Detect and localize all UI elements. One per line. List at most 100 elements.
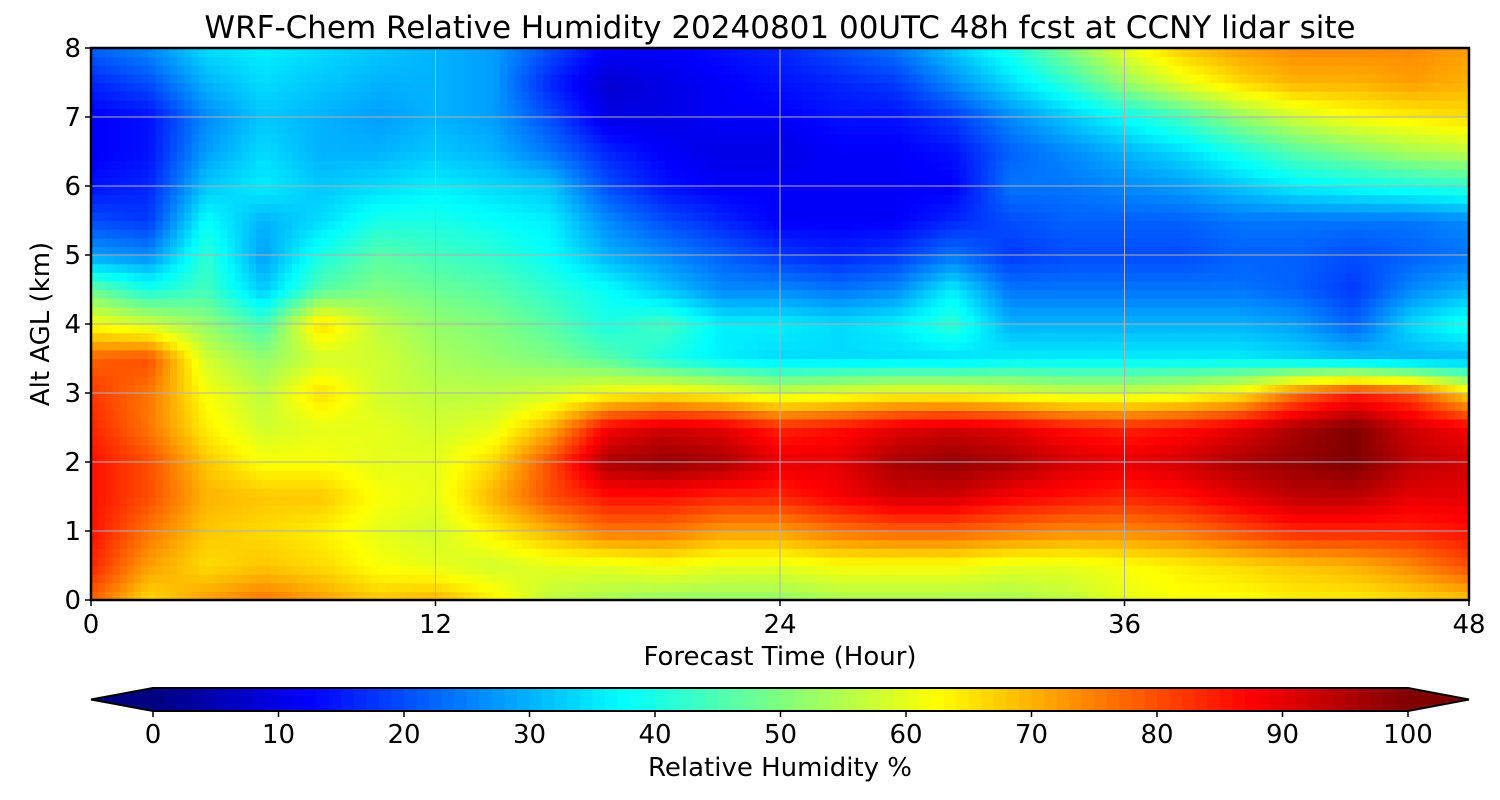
heatmap-cell (643, 375, 652, 385)
heatmap-cell (1031, 375, 1039, 385)
heatmap-cell (378, 539, 386, 549)
heatmap-cell (1390, 479, 1398, 489)
heatmap-cell (457, 548, 465, 558)
heatmap-cell (198, 505, 207, 515)
heatmap-cell (701, 487, 709, 498)
heatmap-cell (729, 513, 738, 523)
heatmap-cell (1368, 453, 1377, 463)
heatmap-cell (593, 479, 602, 489)
heatmap-cell (1189, 548, 1197, 558)
heatmap-cell (909, 384, 917, 394)
heatmap-cell (1339, 444, 1348, 454)
heatmap-cell (1289, 410, 1298, 420)
heatmap-cell (736, 531, 745, 541)
heatmap-cell (392, 574, 401, 584)
heatmap-cell (1275, 565, 1283, 575)
heatmap-cell (119, 496, 128, 506)
heatmap-cell (392, 436, 401, 446)
heatmap-cell (428, 375, 437, 385)
heatmap-cell (119, 565, 128, 575)
heatmap-cell (1382, 539, 1391, 549)
heatmap-cell (1268, 410, 1276, 420)
heatmap-cell (1224, 375, 1233, 385)
heatmap-cell (277, 531, 286, 541)
heatmap-cell (521, 574, 530, 584)
heatmap-cell (1332, 427, 1341, 437)
heatmap-cell (837, 453, 846, 463)
heatmap-cell (1146, 401, 1154, 411)
heatmap-cell (980, 384, 989, 394)
heatmap-cell (1059, 418, 1068, 429)
heatmap-cell (134, 574, 142, 584)
heatmap-cell (729, 444, 738, 454)
heatmap-cell (1289, 522, 1298, 532)
heatmap-cell (220, 375, 228, 385)
heatmap-cell (1002, 539, 1011, 549)
heatmap-cell (1160, 462, 1169, 472)
heatmap-cell (1074, 410, 1083, 420)
heatmap-cell (930, 556, 939, 567)
heatmap-cell (1146, 531, 1154, 541)
heatmap-cell (837, 582, 846, 592)
heatmap-cell (385, 470, 394, 480)
heatmap-cell (1160, 427, 1169, 437)
heatmap-cell (500, 496, 508, 506)
heatmap-cell (385, 479, 394, 489)
heatmap-cell (1318, 556, 1327, 567)
heatmap-cell (1411, 505, 1420, 515)
heatmap-cell (1181, 513, 1190, 523)
heatmap-cell (177, 574, 185, 584)
heatmap-cell (449, 513, 458, 523)
heatmap-cell (500, 453, 508, 463)
heatmap-cell (421, 393, 429, 403)
heatmap-cell (1232, 375, 1240, 385)
heatmap-cell (284, 427, 293, 437)
heatmap-cell (406, 427, 415, 437)
heatmap-cell (736, 462, 745, 472)
heatmap-cell (1074, 582, 1083, 592)
heatmap-cell (213, 505, 221, 515)
heatmap-cell (98, 384, 106, 394)
heatmap-cell (550, 427, 559, 437)
heatmap-cell (1346, 513, 1355, 523)
heatmap-cell (1167, 410, 1176, 420)
heatmap-cell (1038, 401, 1047, 411)
heatmap-cell (1167, 574, 1176, 584)
heatmap-cell (1124, 539, 1133, 549)
heatmap-cell (607, 539, 616, 549)
heatmap-cell (1303, 384, 1312, 394)
heatmap-cell (887, 479, 896, 489)
heatmap-cell (715, 591, 724, 600)
heatmap-cell (234, 487, 243, 498)
heatmap-cell (421, 591, 429, 600)
heatmap-cell (1260, 513, 1269, 523)
heatmap-cell (722, 574, 731, 584)
heatmap-cell (1303, 548, 1312, 558)
heatmap-cell (1095, 565, 1104, 575)
heatmap-cell (1382, 548, 1391, 558)
heatmap-cell (787, 487, 795, 498)
heatmap-cell (205, 574, 214, 584)
heatmap-cell (471, 462, 480, 472)
heatmap-cell (1418, 487, 1427, 498)
heatmap-cell (284, 522, 293, 532)
heatmap-cell (313, 418, 322, 429)
heatmap-cell (284, 591, 293, 600)
heatmap-cell (844, 548, 853, 558)
heatmap-cell (693, 470, 702, 480)
heatmap-cell (148, 401, 157, 411)
heatmap-cell (1189, 531, 1197, 541)
heatmap-cell (478, 565, 487, 575)
heatmap-cell (1102, 436, 1111, 446)
heatmap-cell (1447, 393, 1456, 403)
heatmap-cell (1124, 582, 1133, 592)
heatmap-cell (1131, 548, 1140, 558)
heatmap-cell (141, 591, 150, 600)
heatmap-cell (858, 393, 867, 403)
heatmap-cell (1031, 496, 1039, 506)
heatmap-cell (1102, 582, 1111, 592)
heatmap-cell (507, 574, 516, 584)
heatmap-cell (112, 565, 121, 575)
heatmap-cell (959, 453, 968, 463)
heatmap-cell (421, 539, 429, 549)
